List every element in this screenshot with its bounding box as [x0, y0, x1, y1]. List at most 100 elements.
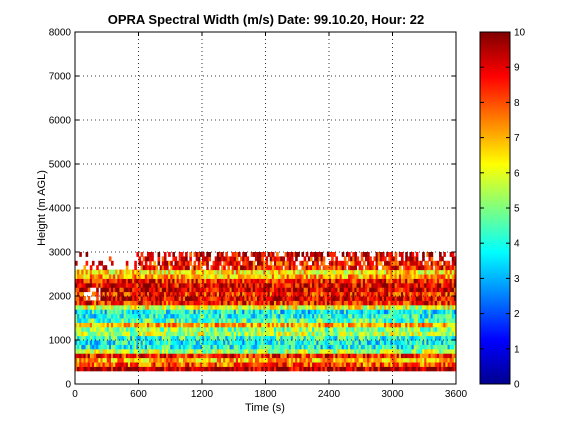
heatmap-cell [110, 344, 114, 350]
heatmap-cell [102, 278, 106, 284]
heatmap-cell [242, 260, 245, 266]
heatmap-cell [405, 348, 408, 354]
heatmap-cell [123, 269, 127, 275]
heatmap-cell [119, 287, 123, 293]
heatmap-cell [214, 313, 218, 319]
heatmap-cell [75, 340, 78, 345]
heatmap-cell [170, 322, 173, 328]
heatmap-cell [261, 274, 264, 279]
heatmap-cell [337, 269, 341, 275]
heatmap-cell [265, 362, 269, 367]
heatmap-cell [237, 362, 241, 367]
heatmap-cell [394, 287, 398, 293]
heatmap-cell [301, 366, 305, 372]
heatmap-cell [265, 296, 269, 301]
heatmap-cell [174, 362, 178, 367]
heatmap-cell [322, 353, 326, 359]
heatmap-cell [307, 269, 311, 275]
heatmap-cell [269, 309, 273, 315]
heatmap-cell [144, 300, 148, 306]
heatmap-cell [290, 274, 294, 279]
heatmap-cell [263, 296, 266, 301]
heatmap-cell [271, 287, 275, 293]
heatmap-cell [269, 296, 273, 301]
heatmap-cell [413, 331, 417, 337]
heatmap-cell [280, 260, 283, 266]
heatmap-cell [352, 296, 355, 301]
heatmap-cells [75, 252, 457, 372]
heatmap-cell [403, 260, 406, 266]
heatmap-cell [428, 348, 432, 354]
heatmap-cell [75, 366, 78, 372]
heatmap-cell [98, 318, 101, 323]
heatmap-cell [290, 282, 294, 288]
heatmap-cell [316, 269, 319, 275]
heatmap-cell [229, 357, 233, 363]
heatmap-cell [134, 291, 137, 297]
heatmap-cell [320, 326, 324, 332]
heatmap-cell [360, 252, 364, 257]
heatmap-cell [316, 291, 319, 297]
heatmap-cell [390, 260, 393, 266]
heatmap-cell [284, 309, 288, 315]
heatmap-cell [350, 296, 353, 301]
heatmap-cell [447, 300, 451, 306]
heatmap-cell [94, 353, 97, 359]
heatmap-cell [218, 256, 222, 262]
heatmap-cell [335, 313, 338, 319]
heatmap-cell [221, 252, 224, 257]
heatmap-cell [102, 348, 106, 354]
heatmap-cell [225, 362, 228, 367]
heatmap-cell [386, 291, 389, 297]
heatmap-cell [102, 322, 106, 328]
heatmap-cell [290, 252, 294, 257]
heatmap-cell [286, 335, 290, 341]
heatmap-cell [405, 300, 408, 306]
heatmap-cell [364, 331, 368, 337]
heatmap-cell [91, 260, 95, 266]
heatmap-cell [333, 260, 336, 266]
heatmap-cell [420, 326, 423, 332]
heatmap-cell [288, 260, 292, 266]
heatmap-cell [98, 300, 101, 306]
heatmap-cell [94, 278, 97, 284]
heatmap-cell [216, 256, 220, 262]
heatmap-cell [227, 348, 231, 354]
heatmap-cell [252, 326, 256, 332]
heatmap-cell [453, 326, 457, 332]
heatmap-cell [307, 331, 311, 337]
heatmap-cell [261, 322, 264, 328]
heatmap-cell [299, 269, 302, 275]
heatmap-cell [379, 309, 383, 315]
heatmap-cell [257, 256, 260, 262]
heatmap-cell [309, 340, 313, 345]
heatmap-cell [360, 353, 364, 359]
heatmap-cell [155, 282, 159, 288]
heatmap-cell [309, 291, 313, 297]
heatmap-cell [100, 260, 104, 266]
heatmap-cell [227, 318, 231, 323]
heatmap-cell [386, 357, 389, 363]
heatmap-cell [337, 309, 341, 315]
heatmap-cell [267, 326, 271, 332]
heatmap-cell [375, 362, 379, 367]
heatmap-cell [430, 252, 434, 257]
heatmap-cell [119, 318, 123, 323]
heatmap-cell [117, 331, 120, 337]
heatmap-cell [362, 344, 366, 350]
heatmap-cell [295, 366, 298, 372]
heatmap-cell [113, 291, 116, 297]
heatmap-cell [191, 326, 195, 332]
heatmap-cell [394, 278, 398, 284]
heatmap-cell [396, 366, 400, 372]
heatmap-cell [443, 318, 446, 323]
heatmap-cell [206, 340, 209, 345]
heatmap-cell [299, 287, 302, 293]
heatmap-cell [193, 300, 197, 306]
heatmap-cell [104, 309, 108, 315]
heatmap-cell [206, 278, 209, 284]
heatmap-cell [439, 256, 442, 262]
heatmap-cell [83, 353, 87, 359]
heatmap-cell [87, 322, 91, 328]
heatmap-cell [339, 340, 343, 345]
